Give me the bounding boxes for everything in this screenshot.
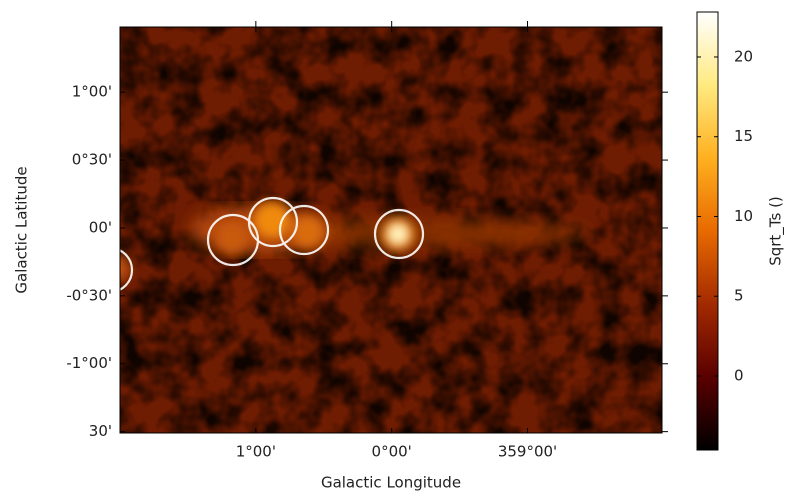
y-tick-label: 30' — [89, 422, 112, 440]
y-tick-label: 00' — [89, 218, 112, 236]
axes-frame — [119, 26, 663, 434]
y-tick-label: 1°00' — [72, 83, 112, 101]
y-tick-label: -1°00' — [66, 354, 112, 372]
x-tick-label: 0°00' — [372, 443, 412, 461]
x-axis-label: Galactic Longitude — [321, 474, 461, 492]
y-tick-label: -0°30' — [66, 286, 112, 304]
x-tick-label: 359°00' — [498, 443, 557, 461]
y-axis-label: Galactic Latitude — [13, 166, 31, 293]
colorbar-tick-label: 0 — [734, 366, 744, 384]
colorbar-tick-label: 15 — [734, 127, 753, 145]
colorbar-tick-label: 20 — [734, 47, 753, 65]
y-tick-label: 0°30' — [72, 151, 112, 169]
colorbar-tick-label: 10 — [734, 207, 753, 225]
colorbar-tick-label: 5 — [734, 287, 744, 305]
colorbar-label: Sqrt_Ts () — [767, 196, 786, 266]
colorbar — [696, 11, 719, 451]
x-tick-label: 1°00' — [236, 443, 276, 461]
sky-image — [120, 27, 662, 433]
